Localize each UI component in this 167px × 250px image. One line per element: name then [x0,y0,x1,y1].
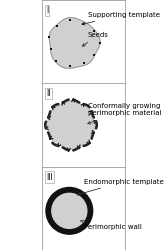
Text: Conformally growing
perimorphic material: Conformally growing perimorphic material [88,104,161,124]
Text: Seeds: Seeds [82,32,109,46]
Polygon shape [49,18,100,68]
Text: Perimorphic wall: Perimorphic wall [81,220,141,230]
Text: II: II [46,89,50,98]
Circle shape [52,193,87,228]
Polygon shape [47,101,95,149]
Text: I: I [46,6,48,15]
Text: Supporting template: Supporting template [82,12,160,25]
Circle shape [46,188,93,234]
Text: Endomorphic template: Endomorphic template [77,179,163,196]
Text: III: III [46,172,53,182]
